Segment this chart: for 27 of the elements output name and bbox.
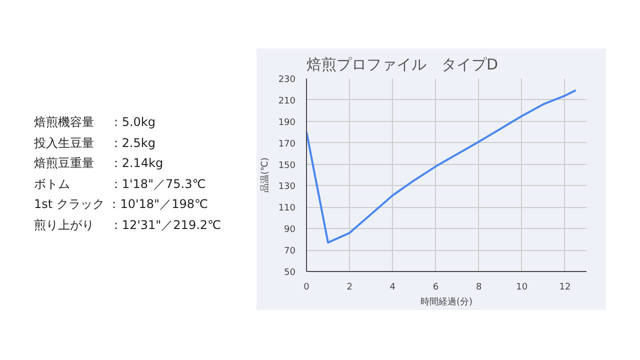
line-series [306,89,577,244]
y-tick-label: 170 [278,139,296,150]
y-tick-label: 110 [278,204,296,214]
y-axis-title: 品温(℃) [259,157,270,193]
x-tick-label: 4 [390,282,396,292]
x-tick-label: 12 [559,282,571,292]
text: 煎り上がり ：12'31"／219.2℃ [34,216,222,234]
text: 1st クラック ：10'18"／198℃ [34,196,209,213]
x-tick-label: 6 [432,282,439,292]
y-tick-label: 210 [278,96,296,106]
chart-title: 焙煎プロファイル タイプD [306,56,498,74]
x-tick-label: 10 [516,282,528,292]
text: 焙煎機容量 ：5.0kg [34,114,156,131]
y-tick-label: 70 [284,246,296,257]
x-tick-label: 0 [304,282,310,292]
y-tick-label: 90 [284,225,296,236]
x-tick-label: 8 [476,282,482,292]
y-tick-label: 150 [278,160,296,171]
text: 焙煎豆重量 ：2.14kg [34,155,164,172]
y-tick-label: 190 [278,118,296,128]
text: ボトム ：1'18"／75.3℃ [34,176,207,192]
y-tick-label: 130 [278,182,296,192]
y-tick-label: 230 [278,75,296,85]
y-tick-label: 50 [284,268,296,278]
x-axis-title: 時間経過(分) [420,296,473,308]
x-tick-label: 2 [346,282,352,292]
text: 投入生豆量 ：2.5kg [34,134,156,152]
